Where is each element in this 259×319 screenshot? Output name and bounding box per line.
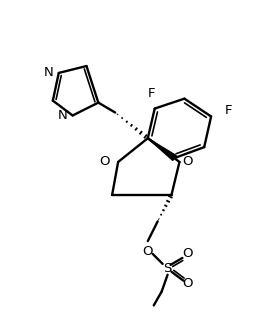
Text: O: O [182, 277, 193, 290]
Text: O: O [182, 248, 193, 261]
Text: N: N [58, 109, 68, 122]
Text: F: F [225, 104, 233, 117]
Text: O: O [182, 155, 193, 168]
Text: O: O [99, 155, 110, 168]
Text: N: N [44, 66, 54, 79]
Polygon shape [148, 138, 176, 160]
Text: O: O [142, 244, 153, 257]
Text: F: F [148, 87, 155, 100]
Text: S: S [163, 262, 172, 275]
